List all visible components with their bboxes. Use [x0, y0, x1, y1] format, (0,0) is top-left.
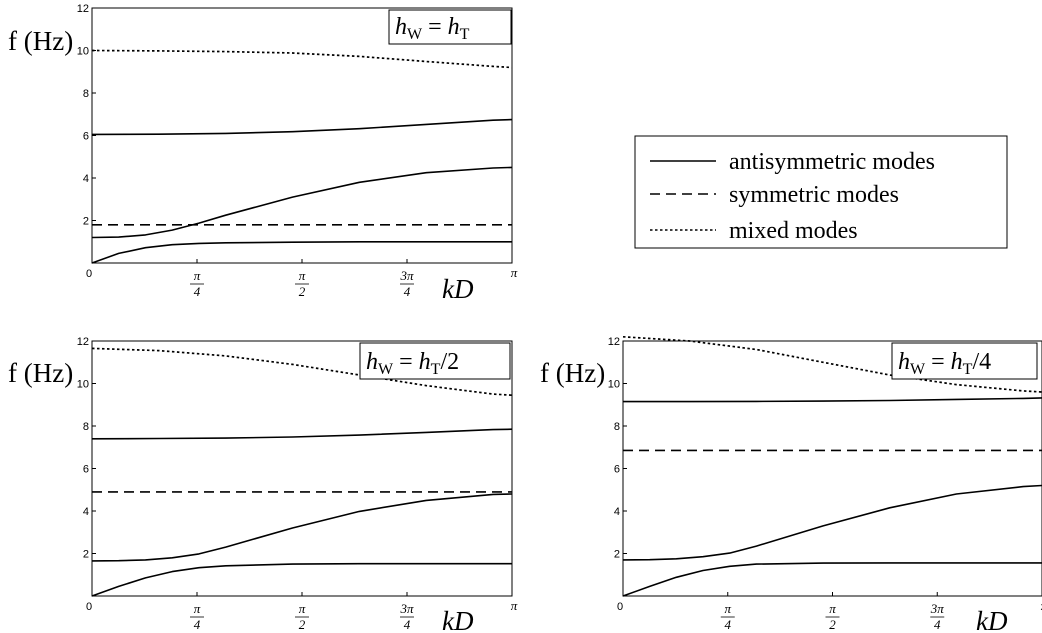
- panel-title: hW = hT: [395, 14, 470, 43]
- y-tick-label: 2: [614, 549, 620, 561]
- y-tick-label: 10: [77, 379, 89, 391]
- antisymmetric-mode-curve: [91, 428, 513, 440]
- x-tick-label: 0: [86, 268, 92, 280]
- y-tick-label: 6: [83, 464, 89, 476]
- title-lhs-sub: W: [407, 26, 423, 43]
- x-tick-denominator: 4: [194, 617, 201, 632]
- x-tick-denominator: 4: [194, 284, 201, 299]
- x-tick-denominator: 2: [829, 617, 836, 632]
- antisymmetric-mode-curve: [91, 118, 513, 136]
- y-tick-label: 6: [614, 464, 620, 476]
- x-tick-denominator: 2: [299, 284, 306, 299]
- title-equals: =: [422, 14, 448, 40]
- y-tick-label: 10: [608, 379, 620, 391]
- title-lhs-sub: W: [910, 361, 926, 378]
- x-tick-numerator: π: [194, 601, 201, 616]
- legend-label-symmetric: symmetric modes: [729, 182, 899, 208]
- antisymmetric-mode-curve: [91, 493, 513, 562]
- y-axis-label: f (Hz): [8, 26, 73, 56]
- y-tick-label: 4: [83, 506, 89, 518]
- legend-label-mixed: mixed modes: [729, 218, 858, 244]
- title-lhs: h: [898, 349, 910, 375]
- mixed-mode-curve: [91, 347, 513, 397]
- title-rhs-sub: T: [460, 26, 470, 43]
- x-tick-numerator: 3π: [399, 601, 414, 616]
- mixed-mode-curve: [91, 49, 513, 69]
- x-tick-label: 0: [617, 601, 623, 613]
- antisymmetric-mode-curve: [91, 241, 512, 264]
- y-tick-label: 12: [77, 3, 89, 15]
- title-box: [388, 9, 512, 45]
- panel-title: hW = hT/4: [898, 349, 991, 378]
- legend: antisymmetric modes symmetric modes mixed …: [634, 135, 1008, 249]
- title-lhs: h: [366, 349, 378, 375]
- title-rhs-sub: T: [963, 361, 973, 378]
- y-tick-label: 8: [614, 421, 620, 433]
- x-tick-label: 0: [86, 601, 92, 613]
- y-tick-label: 4: [614, 506, 620, 518]
- y-tick-label: 10: [77, 46, 89, 58]
- x-tick-denominator: 4: [404, 617, 411, 632]
- x-tick-numerator: 3π: [930, 601, 945, 616]
- title-equals: =: [925, 349, 951, 375]
- y-tick-label: 2: [83, 216, 89, 228]
- y-axis-label: f (Hz): [8, 358, 73, 388]
- title-rhs: h: [951, 349, 963, 375]
- title-rhs-suffix: /4: [972, 349, 991, 375]
- title-rhs-suffix: /2: [440, 349, 459, 375]
- title-rhs: h: [448, 14, 460, 40]
- antisymmetric-mode-curve: [91, 166, 513, 239]
- x-tick-denominator: 2: [299, 617, 306, 632]
- antisymmetric-mode-curve: [622, 562, 1042, 597]
- x-tick-label: π: [1041, 598, 1042, 613]
- x-tick-denominator: 4: [404, 284, 411, 299]
- antisymmetric-mode-curve: [622, 484, 1042, 561]
- y-tick-label: 4: [83, 173, 89, 185]
- y-tick-label: 6: [83, 131, 89, 143]
- x-tick-numerator: π: [829, 601, 836, 616]
- y-tick-label: 8: [83, 88, 89, 100]
- x-tick-numerator: π: [724, 601, 731, 616]
- title-box: [359, 342, 511, 380]
- antisymmetric-mode-curve: [91, 562, 512, 597]
- y-tick-label: 8: [83, 421, 89, 433]
- x-tick-numerator: π: [194, 268, 201, 283]
- title-lhs: h: [395, 14, 407, 40]
- x-tick-numerator: 3π: [399, 268, 414, 283]
- y-axis-label: f (Hz): [540, 358, 605, 388]
- antisymmetric-mode-curve: [623, 397, 1042, 403]
- x-tick-numerator: π: [299, 601, 306, 616]
- x-axis-label: kD: [442, 274, 474, 304]
- y-tick-label: 12: [608, 336, 620, 348]
- title-rhs: h: [419, 349, 431, 375]
- title-box: [891, 342, 1038, 380]
- title-rhs-sub: T: [431, 361, 441, 378]
- x-tick-label: π: [511, 598, 518, 613]
- title-lhs-sub: W: [378, 361, 394, 378]
- x-tick-numerator: π: [299, 268, 306, 283]
- x-axis-label: kD: [976, 606, 1008, 633]
- legend-label-antisymmetric: antisymmetric modes: [729, 149, 935, 175]
- y-tick-label: 2: [83, 549, 89, 561]
- x-axis-label: kD: [442, 606, 474, 633]
- x-tick-denominator: 4: [934, 617, 941, 632]
- x-tick-label: π: [511, 265, 518, 280]
- y-tick-label: 12: [77, 336, 89, 348]
- panel-title: hW = hT/2: [366, 349, 459, 378]
- mixed-mode-curve: [622, 335, 1042, 393]
- title-equals: =: [393, 349, 419, 375]
- x-tick-denominator: 4: [725, 617, 732, 632]
